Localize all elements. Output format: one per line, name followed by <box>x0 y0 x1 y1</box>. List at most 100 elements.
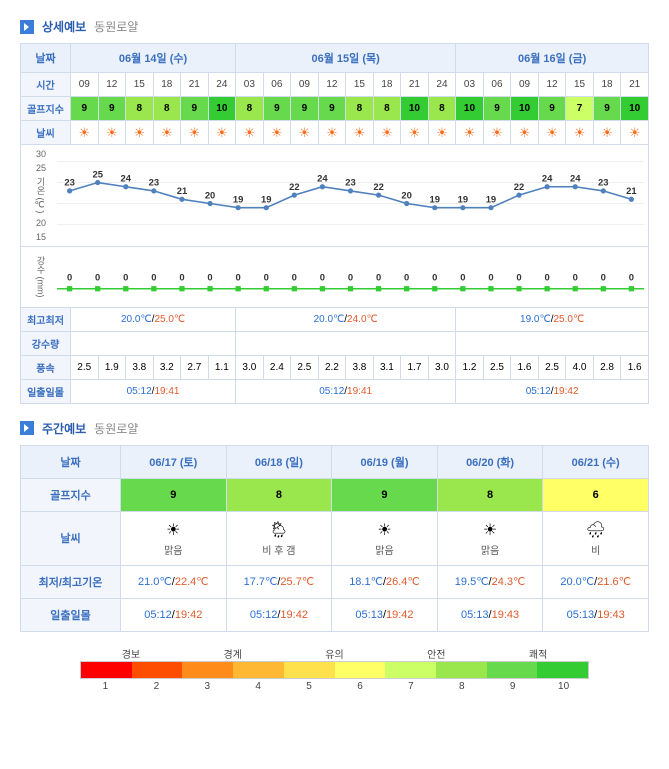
svg-text:23: 23 <box>345 177 355 188</box>
hilo-0: 20.0℃/25.0℃ <box>71 307 236 331</box>
weekly-hilo-row: 최저/최고기온 21.0℃/22.4℃17.7℃/25.7℃18.1℃/26.4… <box>21 565 649 598</box>
weekly-golf-row: 골프지수 98986 <box>21 478 649 511</box>
weekly-hilo-cell: 17.7℃/25.7℃ <box>226 565 332 598</box>
legend-color <box>436 662 487 678</box>
legend-color <box>182 662 233 678</box>
weather-icon: ☀ <box>336 520 433 540</box>
legend-num: 4 <box>233 681 284 692</box>
golf-cell: 10 <box>401 97 429 121</box>
golf-cell: 9 <box>263 97 291 121</box>
golf-row: 골프지수 99889108999881081091097910 <box>21 97 649 121</box>
suntime-row: 일출일몰 05:12/19:41 05:12/19:41 05:12/19:42 <box>21 379 649 403</box>
golf-cell: 9 <box>71 97 99 121</box>
wind-cell: 1.6 <box>621 355 649 379</box>
precip-2 <box>456 331 649 355</box>
wind-cell: 1.9 <box>98 355 126 379</box>
svg-text:24: 24 <box>542 172 553 183</box>
weekly-weather-cell: ☀맑음 <box>437 511 543 565</box>
weather-icon: 🌧 <box>547 520 644 540</box>
legend-num: 8 <box>436 681 487 692</box>
precip-row: 강수량 <box>21 331 649 355</box>
legend-label: 안전 <box>385 646 487 661</box>
hour-cell: 09 <box>291 73 319 97</box>
svg-text:0: 0 <box>179 271 184 282</box>
svg-text:0: 0 <box>264 271 269 282</box>
svg-text:22: 22 <box>514 181 524 192</box>
svg-text:0: 0 <box>376 271 381 282</box>
detail-section-header: 상세예보 동원로얄 <box>20 18 649 35</box>
wind-cell: 4.0 <box>566 355 594 379</box>
hour-cell: 24 <box>428 73 456 97</box>
legend-num: 10 <box>538 681 589 692</box>
weather-cell <box>346 121 374 145</box>
svg-text:22: 22 <box>289 181 299 192</box>
sun-icon <box>160 126 174 140</box>
sun-icon <box>545 126 559 140</box>
hour-cell: 15 <box>566 73 594 97</box>
svg-text:21: 21 <box>626 185 636 196</box>
legend-color <box>335 662 386 678</box>
golf-cell: 9 <box>181 97 209 121</box>
svg-text:0: 0 <box>460 271 465 282</box>
weekly-sun-cell: 05:13/19:43 <box>543 598 649 631</box>
golf-cell: 8 <box>373 97 401 121</box>
legend-color <box>81 662 132 678</box>
sun-label: 일출일몰 <box>21 379 71 403</box>
wind-cell: 2.5 <box>538 355 566 379</box>
golf-cell: 9 <box>483 97 511 121</box>
weekly-golf-cell: 9 <box>121 478 227 511</box>
weekly-date-cell: 06/21 (수) <box>543 445 649 478</box>
golf-label: 골프지수 <box>21 97 71 121</box>
weather-cell <box>181 121 209 145</box>
weather-cell <box>263 121 291 145</box>
weekly-weather-cell: ☀맑음 <box>332 511 438 565</box>
legend-label: 경계 <box>182 646 284 661</box>
wind-cell: 3.8 <box>346 355 374 379</box>
hour-cell: 06 <box>263 73 291 97</box>
sun-icon <box>105 126 119 140</box>
legend-num: 6 <box>335 681 386 692</box>
golf-cell: 9 <box>538 97 566 121</box>
weather-icon: 🌦 <box>231 520 328 540</box>
sun-icon <box>407 126 421 140</box>
weekly-sun-cell: 05:13/19:42 <box>332 598 438 631</box>
hour-cell: 15 <box>126 73 154 97</box>
golf-cell: 8 <box>346 97 374 121</box>
svg-text:19: 19 <box>430 193 440 204</box>
golf-cell: 9 <box>593 97 621 121</box>
svg-text:19: 19 <box>486 193 496 204</box>
svg-text:19: 19 <box>458 193 468 204</box>
weather-cell <box>236 121 264 145</box>
svg-text:24: 24 <box>317 172 328 183</box>
golf-cell: 10 <box>511 97 539 121</box>
svg-text:20: 20 <box>401 189 411 200</box>
legend-num: 5 <box>284 681 335 692</box>
hour-cell: 09 <box>511 73 539 97</box>
svg-text:0: 0 <box>432 271 437 282</box>
golf-cell: 9 <box>318 97 346 121</box>
hour-cell: 03 <box>456 73 484 97</box>
weekly-hilo-cell: 19.5℃/24.3℃ <box>437 565 543 598</box>
svg-text:0: 0 <box>236 271 241 282</box>
golf-cell: 8 <box>153 97 181 121</box>
weekly-date-row: 날짜 06/17 (토)06/18 (일)06/19 (월)06/20 (화)0… <box>21 445 649 478</box>
weather-cell <box>318 121 346 145</box>
hour-cell: 18 <box>373 73 401 97</box>
svg-text:0: 0 <box>404 271 409 282</box>
svg-text:23: 23 <box>64 177 74 188</box>
golf-cell: 8 <box>428 97 456 121</box>
precip-chart-row: 강수 (mm) 000000000000000000000 <box>21 246 649 307</box>
wind-cell: 3.0 <box>236 355 264 379</box>
legend-color <box>537 662 588 678</box>
wind-cell: 2.5 <box>71 355 99 379</box>
weather-cell <box>401 121 429 145</box>
legend-color <box>487 662 538 678</box>
svg-text:23: 23 <box>149 177 159 188</box>
svg-text:0: 0 <box>348 271 353 282</box>
weekly-title: 주간예보 <box>42 420 86 437</box>
golf-cell: 7 <box>566 97 594 121</box>
weather-cell <box>373 121 401 145</box>
weekly-hilo-cell: 21.0℃/22.4℃ <box>121 565 227 598</box>
legend-labels: 경보경계유의안전쾌적 <box>80 646 589 661</box>
weekly-hilo-cell: 18.1℃/26.4℃ <box>332 565 438 598</box>
